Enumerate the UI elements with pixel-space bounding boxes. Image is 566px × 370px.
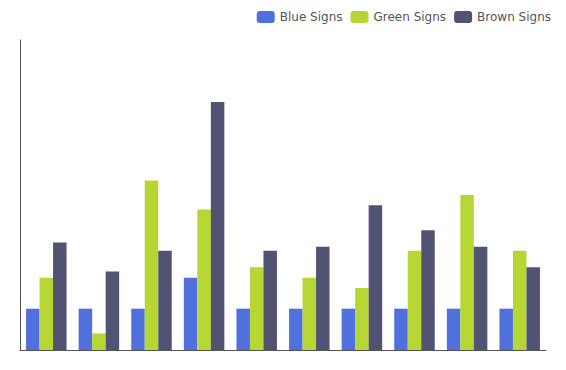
svg-text:Blue Signs: Blue Signs	[280, 10, 343, 24]
svg-text:Brown Signs: Brown Signs	[477, 10, 551, 24]
svg-text:Green Signs: Green Signs	[374, 10, 447, 24]
